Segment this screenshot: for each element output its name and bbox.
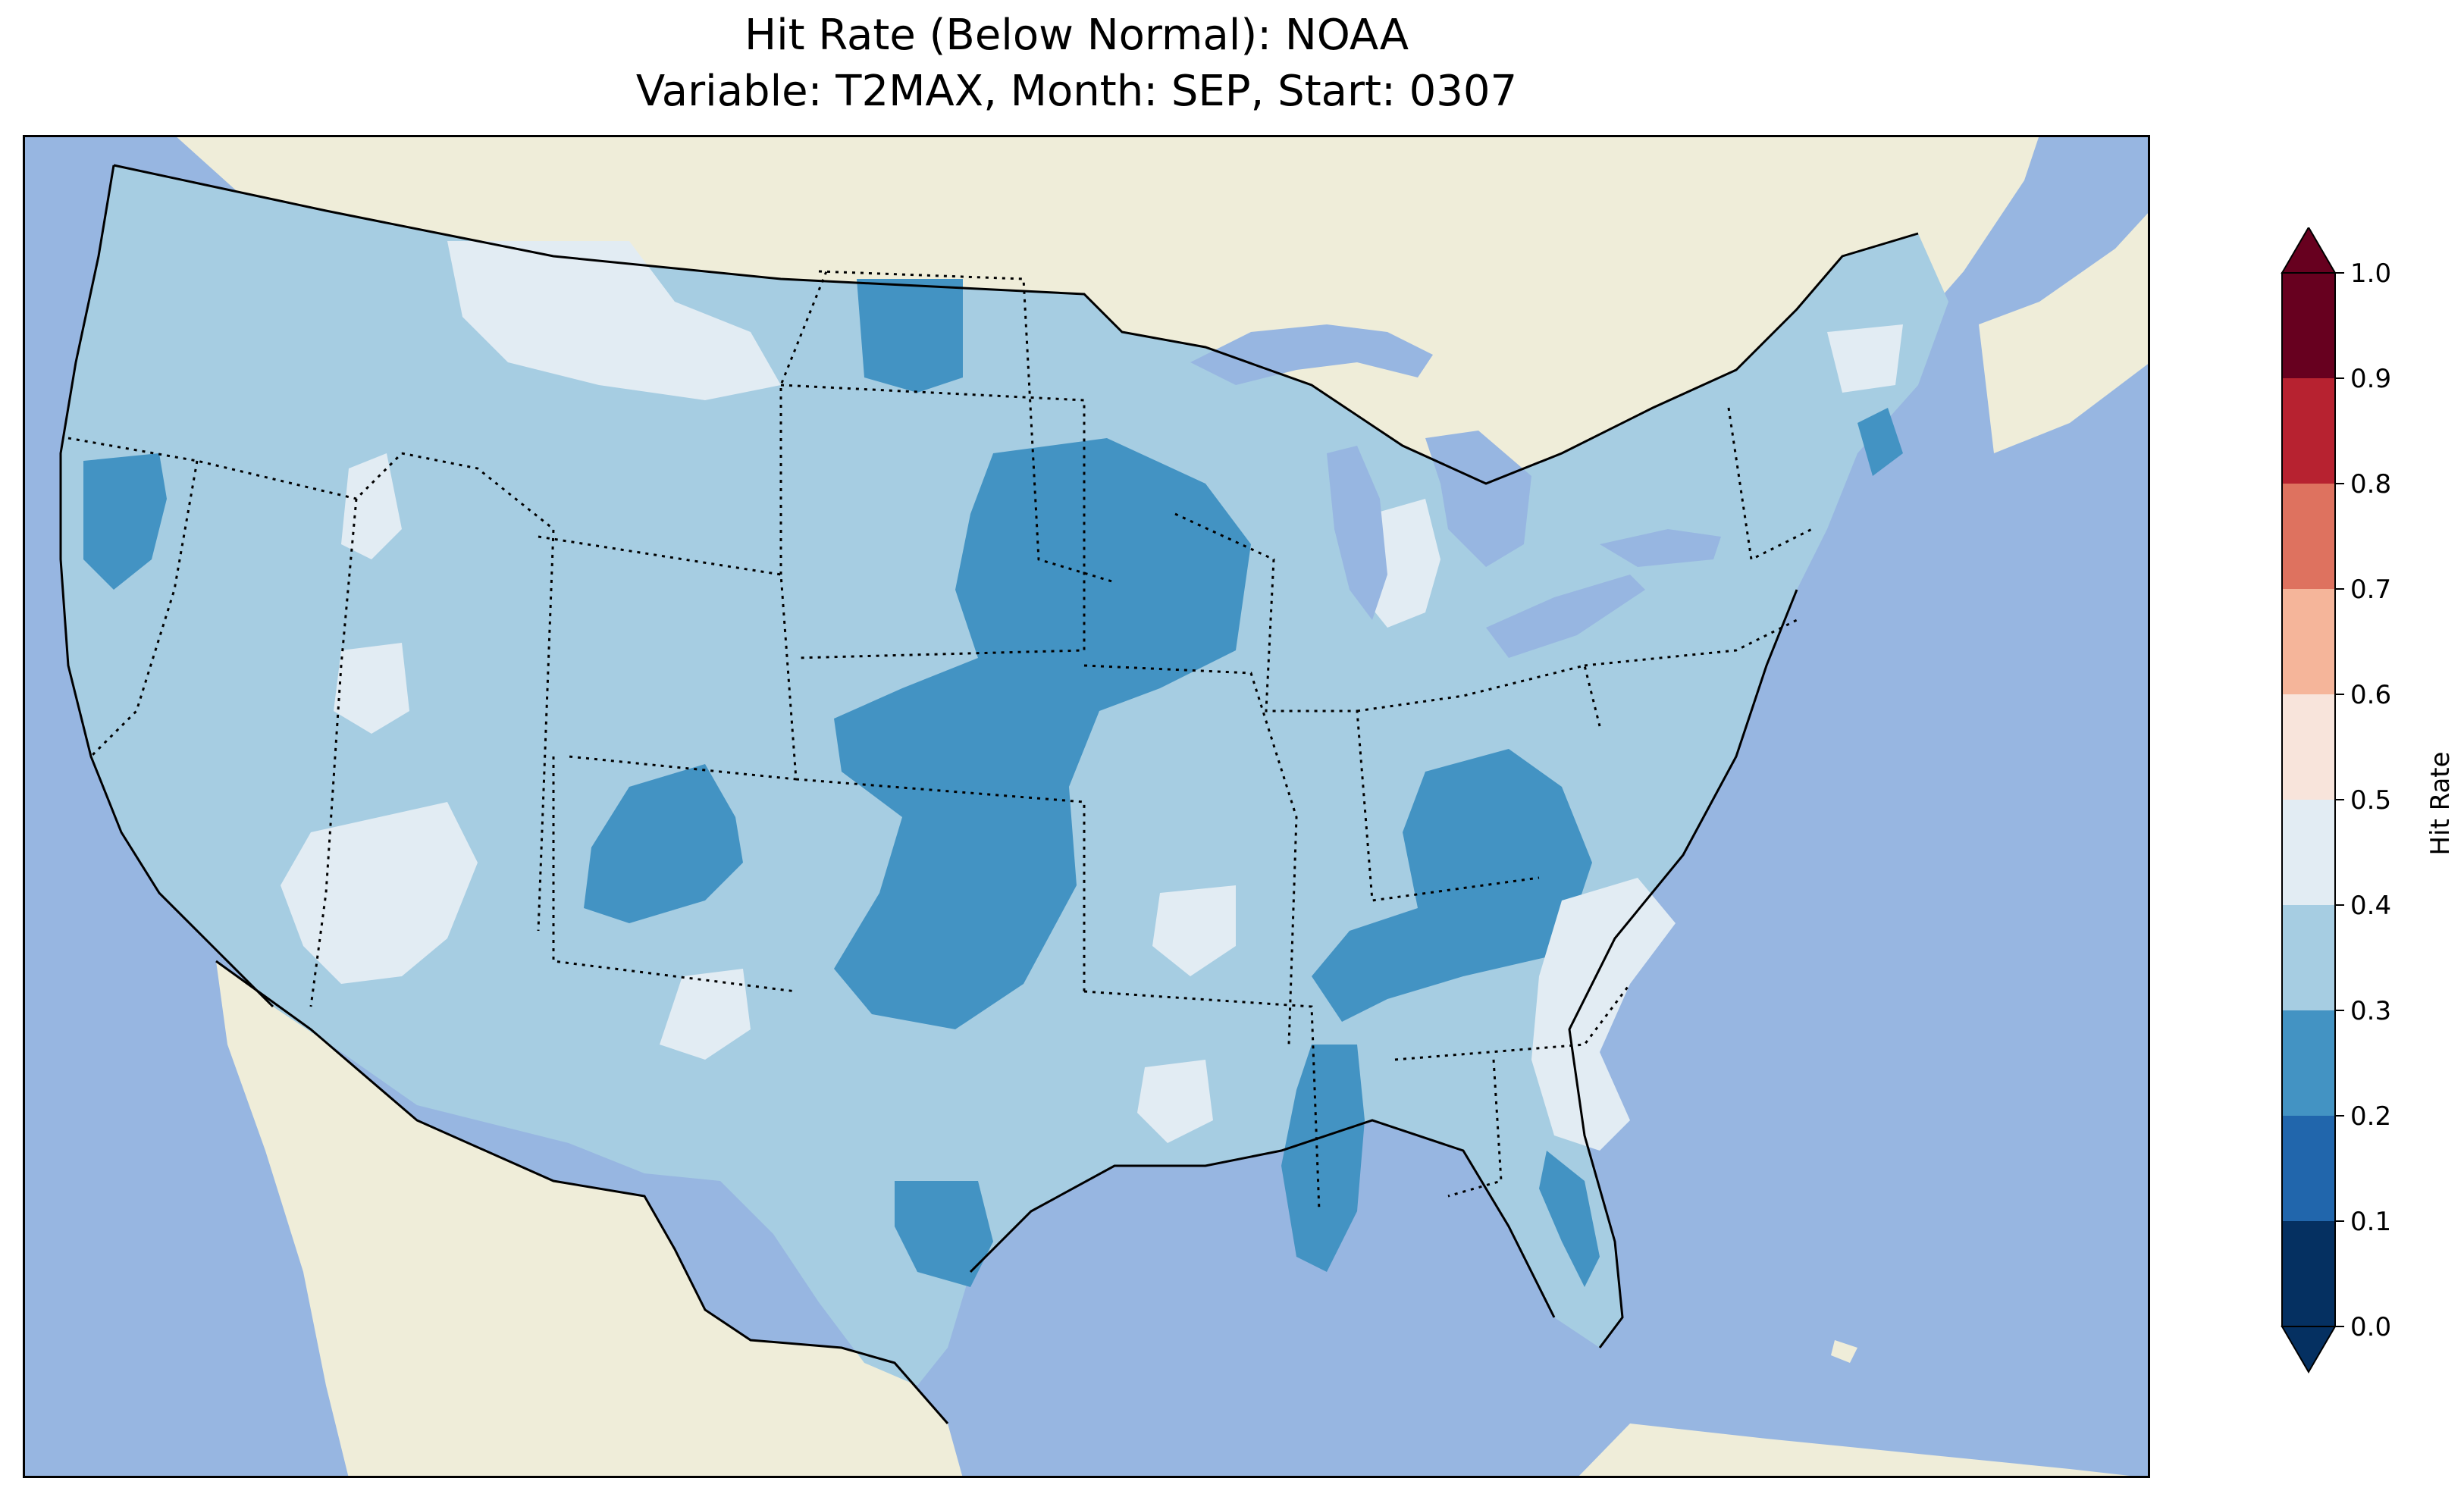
east-coast <box>1568 589 1798 1348</box>
region-nevada <box>334 643 409 734</box>
colorbar-extend-min <box>2281 1326 2337 1373</box>
low-hit-regions <box>83 279 1903 1287</box>
lake-ontario <box>1600 529 1721 567</box>
state-boundaries <box>67 270 1813 1212</box>
cuba-land <box>1577 1424 2150 1478</box>
region-mississippi <box>1281 1045 1365 1272</box>
national-border <box>113 164 1919 1424</box>
great-lakes <box>1190 324 1721 658</box>
colorbar-tick-label: 0.0 <box>2350 1312 2391 1342</box>
bahamas-land <box>1831 1340 1857 1363</box>
region-arizona <box>281 802 478 984</box>
colorbar-swatch <box>2282 378 2335 484</box>
region-florida-coast <box>1539 1151 1600 1287</box>
region-louisiana-west <box>1137 1060 1213 1143</box>
lake-superior <box>1190 324 1433 385</box>
map-subtitle: Variable: T2MAX, Month: SEP, Start: 0307 <box>635 67 1518 116</box>
map-border <box>23 135 2150 1478</box>
west-coast <box>59 164 274 1008</box>
region-kentucky-tennessee <box>1312 749 1592 1022</box>
map-panel <box>23 135 2150 1478</box>
maritime-land <box>1979 211 2150 453</box>
region-maine <box>1827 324 1903 393</box>
map-title: Hit Rate (Below Normal): NOAA <box>744 11 1409 60</box>
region-carolinas-georgia <box>1531 878 1676 1151</box>
mexico-land <box>216 961 963 1478</box>
colorbar-swatch <box>2282 484 2335 589</box>
colorbar-ticks: 0.0 0.1 0.2 0.3 0.4 0.5 0.6 0.7 0.8 0.9 1.0 <box>2335 258 2391 1342</box>
colorbar-tick-label: 0.4 <box>2350 891 2391 921</box>
colorbar: 0.0 0.1 0.2 0.3 0.4 0.5 0.6 0.7 0.8 0.9 1.0 Hit Ra… <box>2281 227 2456 1373</box>
colorbar-swatch <box>2282 273 2335 378</box>
colorbar-tick-label: 0.7 <box>2350 575 2391 605</box>
lake-huron <box>1425 431 1531 567</box>
high-hit-regions <box>281 241 1903 1151</box>
region-maine-coast <box>1857 408 1903 476</box>
colorbar-tick-label: 0.2 <box>2350 1101 2391 1132</box>
region-pacific-nw <box>83 453 167 590</box>
region-montana <box>447 241 781 400</box>
baja-land <box>243 969 447 1478</box>
colorbar-swatch <box>2282 800 2335 905</box>
colorbar-swatches <box>2281 227 2337 1373</box>
region-colorado <box>584 764 743 923</box>
colorbar-label: Hit Rate <box>2425 751 2456 855</box>
colorbar-tick-label: 0.8 <box>2350 469 2391 500</box>
colorbar-swatch <box>2282 905 2335 1010</box>
lake-erie <box>1486 575 1645 658</box>
region-idaho <box>341 453 402 559</box>
colorbar-tick-label: 0.1 <box>2350 1207 2391 1237</box>
colorbar-swatch <box>2282 1116 2335 1221</box>
colorbar-swatch <box>2282 589 2335 694</box>
colorbar-tick-label: 0.9 <box>2350 364 2391 394</box>
colorbar-tick-label: 0.6 <box>2350 680 2391 710</box>
region-north-dakota <box>857 279 963 393</box>
colorbar-tick-label: 1.0 <box>2350 258 2391 289</box>
colorbar-extend-max <box>2281 227 2337 274</box>
region-new-mexico <box>660 969 751 1060</box>
gulf-coast <box>969 1119 1556 1318</box>
region-nebraska-kansas <box>834 438 1251 1029</box>
colorbar-tick-label: 0.3 <box>2350 996 2391 1026</box>
lake-michigan <box>1327 446 1387 620</box>
colorbar-swatch <box>2282 1010 2335 1116</box>
region-south-texas <box>895 1181 993 1287</box>
region-arkansas <box>1152 885 1236 976</box>
colorbar-tick-label: 0.5 <box>2350 785 2391 816</box>
colorbar-swatch <box>2282 1221 2335 1326</box>
colorbar-swatch <box>2282 694 2335 800</box>
